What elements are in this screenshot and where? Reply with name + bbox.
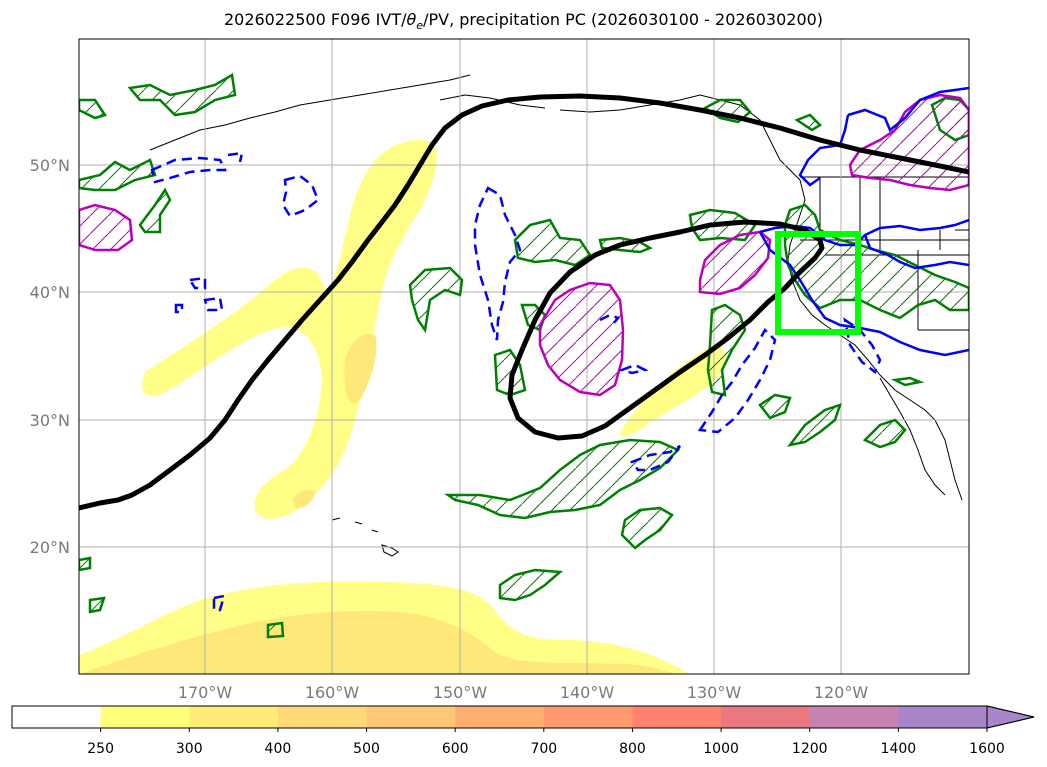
colorbar-outline [11,705,1035,729]
green-contour-west-1 [79,98,107,120]
blue-dashed-1 [150,156,228,184]
lat-label-20n: 20°N [30,538,70,557]
colorbar-tick-label: 1400 [881,741,917,757]
colorbar-tick-label: 1200 [792,741,828,757]
lon-label-160w: 160°W [305,683,360,702]
colorbar-cell [898,706,988,728]
blue-dashed-4 [473,186,522,341]
lat-label-50n: 50°N [30,156,70,175]
green-contour-band-2 [620,506,674,550]
colorbar-tick-label: 800 [619,741,646,757]
blue-solid-canada [798,86,969,187]
green-contour-se [862,418,907,449]
colorbar-tick-label: 400 [265,741,292,757]
theta-negative-layer [150,151,882,612]
colorbar-cell [12,706,102,728]
colorbar-tick-label: 500 [353,741,380,757]
lon-label-170w: 170°W [178,683,233,702]
hawaii-islands [331,517,399,557]
colorbar-tick-label: 1600 [969,741,1005,757]
green-contour-small-1 [266,621,285,639]
green-contour-mex [758,393,792,420]
ivt-fill-inner-1 [344,333,377,404]
lon-label-140w: 140°W [560,683,615,702]
green-contour-band-3 [498,568,564,602]
blue-dashed-8 [630,444,681,472]
colorbar-cell [632,706,722,728]
lon-label-120w: 120°W [814,683,869,702]
colorbar-labels: 250 300 400 500 600 700 800 1000 1200 1400 1600 [87,728,1005,757]
map-frame [78,38,970,675]
lon-label-130w: 130°W [687,683,742,702]
colorbar-cell [721,706,811,728]
map-background [79,39,969,674]
ivt-fill-northpacific [142,140,437,519]
lon-label-150w: 150°W [433,683,488,702]
ivt-fill-layer [79,140,726,674]
magenta-contour-west [79,203,134,252]
blue-dashed-2 [227,151,244,163]
lon-axis-labels: 170°W 160°W 150°W 140°W 130°W 120°W [178,683,869,702]
ivt-fill-inner-2 [292,490,315,509]
green-contour-sw [787,403,842,447]
pv-contour-main [79,93,969,511]
green-contour-east-4 [794,113,822,132]
colorbar-extend-arrow [986,705,1035,729]
colorbar-cell [543,706,633,728]
colorbar-cell [809,706,899,728]
precip-pc-green-layer [79,72,969,639]
green-contour-west-3 [138,187,172,234]
lat-axis-labels: 50°N 40°N 30°N 20°N [30,156,70,557]
colorbar-cell [366,706,456,728]
colorbar-tick-label: 700 [530,741,557,757]
green-contour-mid-1 [408,266,464,334]
blue-dashed-6 [618,363,649,375]
green-contour-west-2 [79,158,157,192]
target-region-box [775,231,861,335]
pv-contour-layer [79,93,969,511]
green-contour-coast [783,203,969,320]
green-contour-small-2 [79,556,92,572]
blue-dashed-10 [174,276,224,314]
ivt-fill-subtropical [620,345,726,437]
green-contour-offshore [706,303,747,397]
green-contour-small-3 [88,596,106,614]
colorbar-tick-label: 300 [176,741,203,757]
lat-label-30n: 30°N [30,411,70,430]
colorbar-tick-label: 250 [87,741,114,757]
colorbar-cell [277,706,368,728]
colorbar: 250 300 400 500 600 700 800 1000 1200 1400 1600 [11,705,1035,757]
colorbar-cell [100,706,190,728]
map-panel [78,38,970,675]
baja-peninsula [879,377,946,496]
colorbar-cell [455,706,545,728]
colorbar-cell [189,706,279,728]
lat-label-40n: 40°N [30,283,70,302]
pv-contour-cutoff [507,219,825,441]
colorbar-tick-label: 1000 [703,741,739,757]
green-contour-band-1 [444,438,681,520]
blue-dashed-11 [212,594,226,612]
blue-dashed-3 [281,174,320,218]
theta-positive-layer [758,86,969,357]
map-title: 2026022500 F096 IVT/θe/PV, precipitation… [223,10,824,33]
green-contour-ne-pacific [127,72,237,117]
colorbar-cells [11,705,1035,729]
magenta-contour-central [538,281,625,397]
blue-dashed-9 [843,317,882,374]
green-contour-mid-2 [513,218,592,267]
colorbar-tick-label: 600 [442,741,469,757]
blue-dashed-5 [599,313,621,326]
green-contour-small-4 [890,376,925,387]
ivt-fill-south-inner [79,610,680,674]
